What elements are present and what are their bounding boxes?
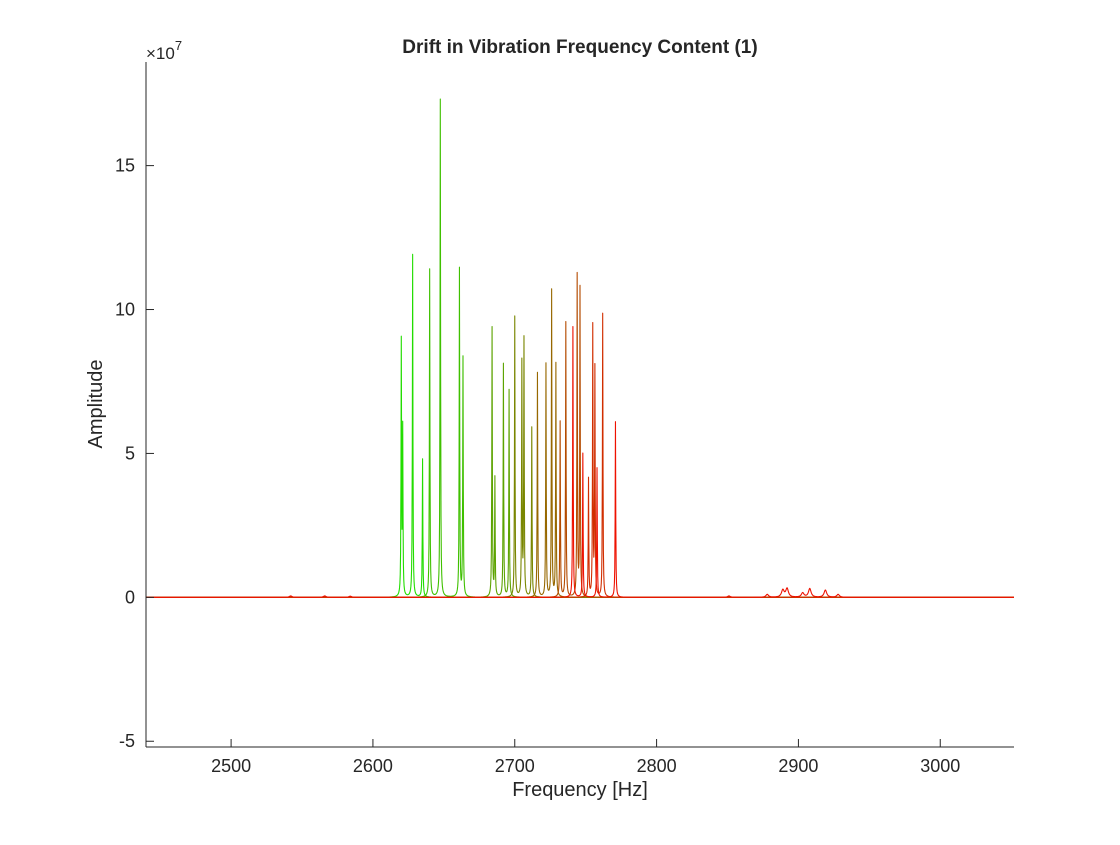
x-tick-label: 2800 — [637, 756, 677, 776]
x-tick-label: 3000 — [920, 756, 960, 776]
x-tick-label: 2500 — [211, 756, 251, 776]
y-exponent-base: ×10 — [146, 44, 175, 63]
axes — [145, 62, 1014, 748]
y-tick-label: 5 — [125, 443, 135, 463]
x-tick-label: 2900 — [778, 756, 818, 776]
x-ticks: 2500 2600 2700 2800 2900 3000 — [211, 739, 960, 776]
y-tick-label: -5 — [119, 731, 135, 751]
x-axis-label: Frequency [Hz] — [512, 779, 648, 801]
y-tick-label: 15 — [115, 156, 135, 176]
spectrum-series-line — [145, 326, 1015, 598]
y-tick-label: 10 — [115, 300, 135, 320]
x-tick-label: 2700 — [495, 756, 535, 776]
y-exponent-label: ×107 — [146, 38, 182, 63]
y-exponent-power: 7 — [175, 38, 182, 53]
plot-lines — [145, 98, 1015, 598]
y-axis-label: Amplitude — [85, 360, 107, 449]
y-ticks: -5 0 5 10 15 — [115, 156, 154, 751]
x-tick-label: 2600 — [353, 756, 393, 776]
spectrum-series-line — [145, 271, 1015, 598]
y-tick-label: 0 — [125, 587, 135, 607]
chart-title: Drift in Vibration Frequency Content (1) — [402, 37, 757, 58]
